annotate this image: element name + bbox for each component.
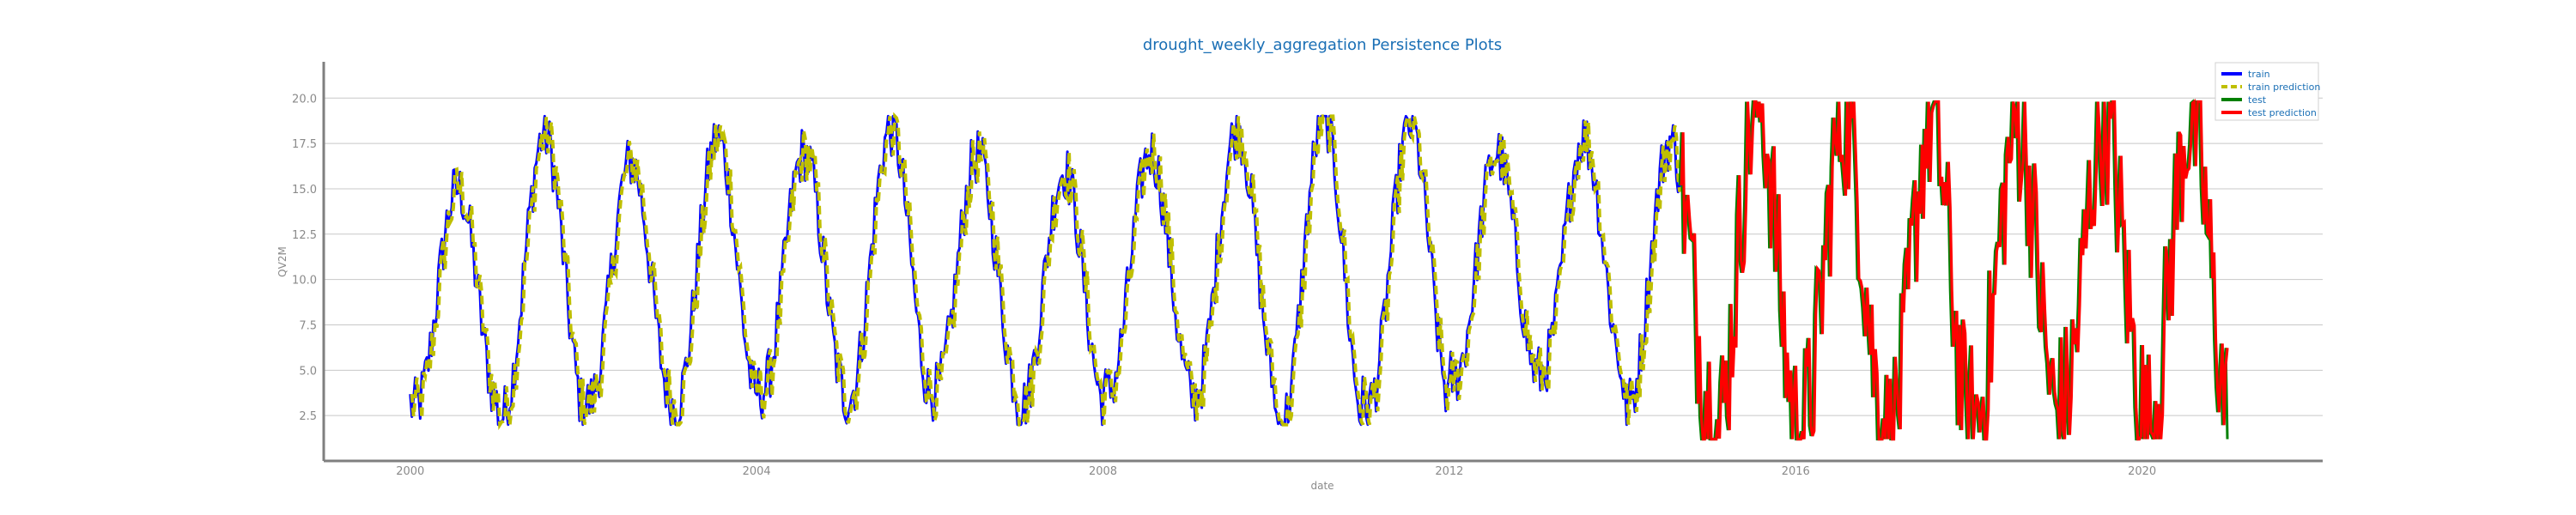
legend-label: train prediction (2248, 82, 2320, 93)
series-test-prediction-line (1680, 98, 2229, 441)
y-tick-label: 7.5 (299, 319, 317, 332)
y-tick-label: 2.5 (299, 410, 317, 423)
legend-label: test prediction (2248, 107, 2317, 118)
x-ticks: 2000 2004 2008 2012 2016 2020 (396, 465, 2156, 478)
x-tick-label: 2016 (1782, 465, 1810, 478)
y-tick-label: 12.5 (292, 229, 317, 242)
x-tick-label: 2008 (1089, 465, 1117, 478)
x-tick-label: 2000 (396, 465, 424, 478)
x-tick-label: 2012 (1435, 465, 1463, 478)
y-tick-label: 5.0 (299, 365, 317, 378)
y-axis-label: QV2M (276, 246, 289, 277)
legend-label: test (2248, 94, 2267, 106)
x-tick-label: 2004 (743, 465, 771, 478)
chart-title: drought_weekly_aggregation Persistence P… (1143, 36, 1502, 54)
y-tick-label: 15.0 (292, 184, 317, 197)
y-ticks: 2.5 5.0 7.5 10.0 12.5 15.0 17.5 20.0 (292, 93, 317, 423)
y-tick-label: 10.0 (292, 275, 317, 288)
series-layer (409, 98, 2229, 441)
x-tick-label: 2020 (2128, 465, 2156, 478)
y-tick-label: 17.5 (292, 138, 317, 151)
axes (322, 62, 2323, 463)
y-tick-label: 20.0 (292, 93, 317, 106)
grid-lines (324, 97, 2323, 416)
series-train-prediction-line (410, 112, 1682, 431)
legend-label: train (2248, 69, 2270, 80)
x-axis-label: date (1310, 480, 1334, 492)
